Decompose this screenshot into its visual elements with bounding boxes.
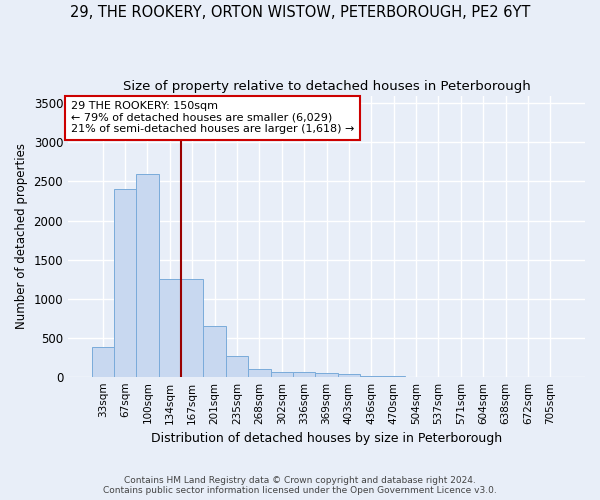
Bar: [158, 279, 181, 376]
X-axis label: Distribution of detached houses by size in Peterborough: Distribution of detached houses by size …: [151, 432, 502, 445]
Bar: [316, 373, 338, 376]
Title: Size of property relative to detached houses in Peterborough: Size of property relative to detached ho…: [122, 80, 530, 93]
Y-axis label: Number of detached properties: Number of detached properties: [15, 143, 28, 329]
Bar: [226, 356, 248, 376]
Text: 29 THE ROOKERY: 150sqm
← 79% of detached houses are smaller (6,029)
21% of semi-: 29 THE ROOKERY: 150sqm ← 79% of detached…: [71, 101, 354, 134]
Bar: [181, 279, 203, 376]
Text: Contains HM Land Registry data © Crown copyright and database right 2024.
Contai: Contains HM Land Registry data © Crown c…: [103, 476, 497, 495]
Bar: [338, 374, 360, 376]
Bar: [136, 174, 158, 376]
Bar: [203, 326, 226, 376]
Bar: [293, 372, 316, 376]
Bar: [92, 347, 114, 376]
Bar: [271, 372, 293, 376]
Bar: [114, 190, 136, 376]
Text: 29, THE ROOKERY, ORTON WISTOW, PETERBOROUGH, PE2 6YT: 29, THE ROOKERY, ORTON WISTOW, PETERBORO…: [70, 5, 530, 20]
Bar: [248, 369, 271, 376]
